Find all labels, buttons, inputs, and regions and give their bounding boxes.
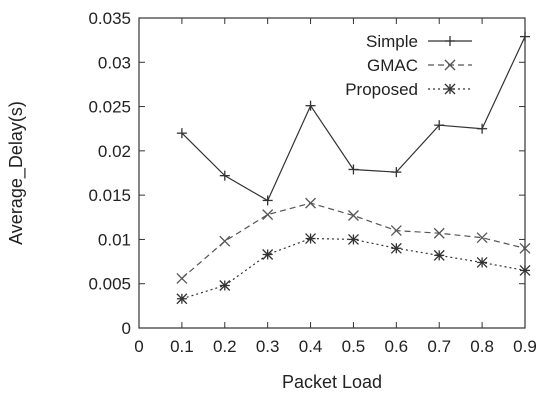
y-tick-label: 0.015 [88,186,131,205]
series-layer [176,31,531,305]
data-point-simple [434,120,445,131]
legend-label-gmac: GMAC [367,56,418,75]
y-tick-label: 0.025 [88,98,131,117]
data-point-gmac [433,227,445,239]
y-tick-label: 0.035 [88,9,131,28]
y-tick-label: 0 [122,319,131,338]
legend-marker-simple [445,36,455,46]
legend-label-proposed: Proposed [345,80,418,99]
data-point-proposed [519,264,531,276]
data-point-simple [176,128,187,139]
data-point-gmac [219,235,231,247]
data-point-simple [477,123,488,134]
x-tick-label: 0.8 [470,337,494,356]
data-point-gmac [176,272,188,284]
data-point-simple [262,195,273,206]
x-tick-label: 0.1 [170,337,194,356]
data-point-simple [348,164,359,175]
x-tick-label: 0.6 [385,337,409,356]
series-line-simple [181,36,526,202]
x-tick-label: 0.4 [299,337,323,356]
data-point-gmac [262,209,274,221]
data-point-proposed [433,249,445,261]
data-point-simple [520,31,530,42]
data-point-proposed [347,233,359,245]
data-point-simple [219,170,230,181]
x-axis-title: Packet Load [282,372,382,392]
x-tick-label: 0.5 [342,337,366,356]
series-line-proposed [181,237,526,300]
data-point-gmac [347,210,359,221]
plot-frame [138,17,526,329]
x-tick-label: 0 [134,337,143,356]
data-point-proposed [476,256,488,268]
data-point-gmac [390,225,402,237]
y-axis-title: Average_Delay(s) [6,101,27,245]
data-point-simple [305,100,316,111]
data-point-gmac [519,242,531,254]
legend: Simple GMAC Proposed [345,32,472,99]
legend-marker-gmac [444,59,456,71]
x-tick-label: 0.2 [213,337,237,356]
x-tick-label: 0.3 [256,337,280,356]
y-tick-label: 0.02 [98,142,131,161]
data-point-proposed [262,249,274,260]
data-point-simple [391,167,402,178]
data-point-proposed [390,242,402,254]
y-tick-label: 0.03 [98,53,131,72]
x-axis: 0 0.1 0.2 0.3 0.4 0.5 0.6 0.7 0.8 0.9 [134,18,537,356]
data-point-proposed [176,293,188,305]
y-tick-label: 0.005 [88,275,131,294]
series-line-gmac [181,202,526,279]
y-tick-label: 0.01 [98,230,131,249]
data-point-proposed [305,233,317,245]
x-tick-label: 0.7 [427,337,451,356]
legend-marker-proposed [444,83,456,95]
y-axis: 0 0.005 0.01 0.015 0.02 0.025 0.03 0.035 [88,9,525,338]
legend-label-simple: Simple [366,32,418,51]
data-point-gmac [476,232,488,244]
data-point-gmac [305,197,317,209]
x-tick-label: 0.9 [513,337,537,356]
data-point-proposed [219,280,231,291]
